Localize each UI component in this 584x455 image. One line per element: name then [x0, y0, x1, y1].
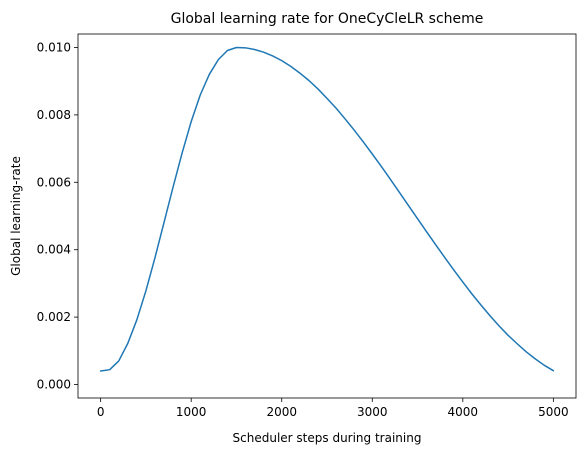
- series-line-0: [99, 46, 555, 372]
- y-tick-label: 0.002: [37, 310, 71, 324]
- y-tick-label: 0.010: [37, 40, 71, 54]
- y-axis-ticks: 0.000 0.002 0.004 0.006 0.008 0.010: [37, 40, 78, 392]
- y-tick-label: 0.000: [37, 378, 71, 392]
- x-axis-label: Scheduler steps during training: [233, 431, 422, 445]
- x-tick-label: 0: [97, 405, 105, 419]
- y-tick-label: 0.004: [37, 243, 71, 257]
- x-tick-label: 2000: [266, 405, 297, 419]
- y-tick-label: 0.008: [37, 108, 71, 122]
- chart-title: Global learning rate for OneCyCleLR sche…: [171, 11, 484, 27]
- x-tick-label: 3000: [357, 405, 388, 419]
- y-axis-label: Global learning-rate: [9, 156, 23, 276]
- plot-area: [99, 46, 555, 372]
- x-tick-label: 5000: [538, 405, 569, 419]
- x-axis-ticks: 0 1000 2000 3000 4000 5000: [97, 398, 569, 419]
- x-tick-label: 1000: [176, 405, 207, 419]
- plot-frame: [77, 33, 577, 399]
- y-tick-label: 0.006: [37, 175, 71, 189]
- x-tick-label: 4000: [448, 405, 479, 419]
